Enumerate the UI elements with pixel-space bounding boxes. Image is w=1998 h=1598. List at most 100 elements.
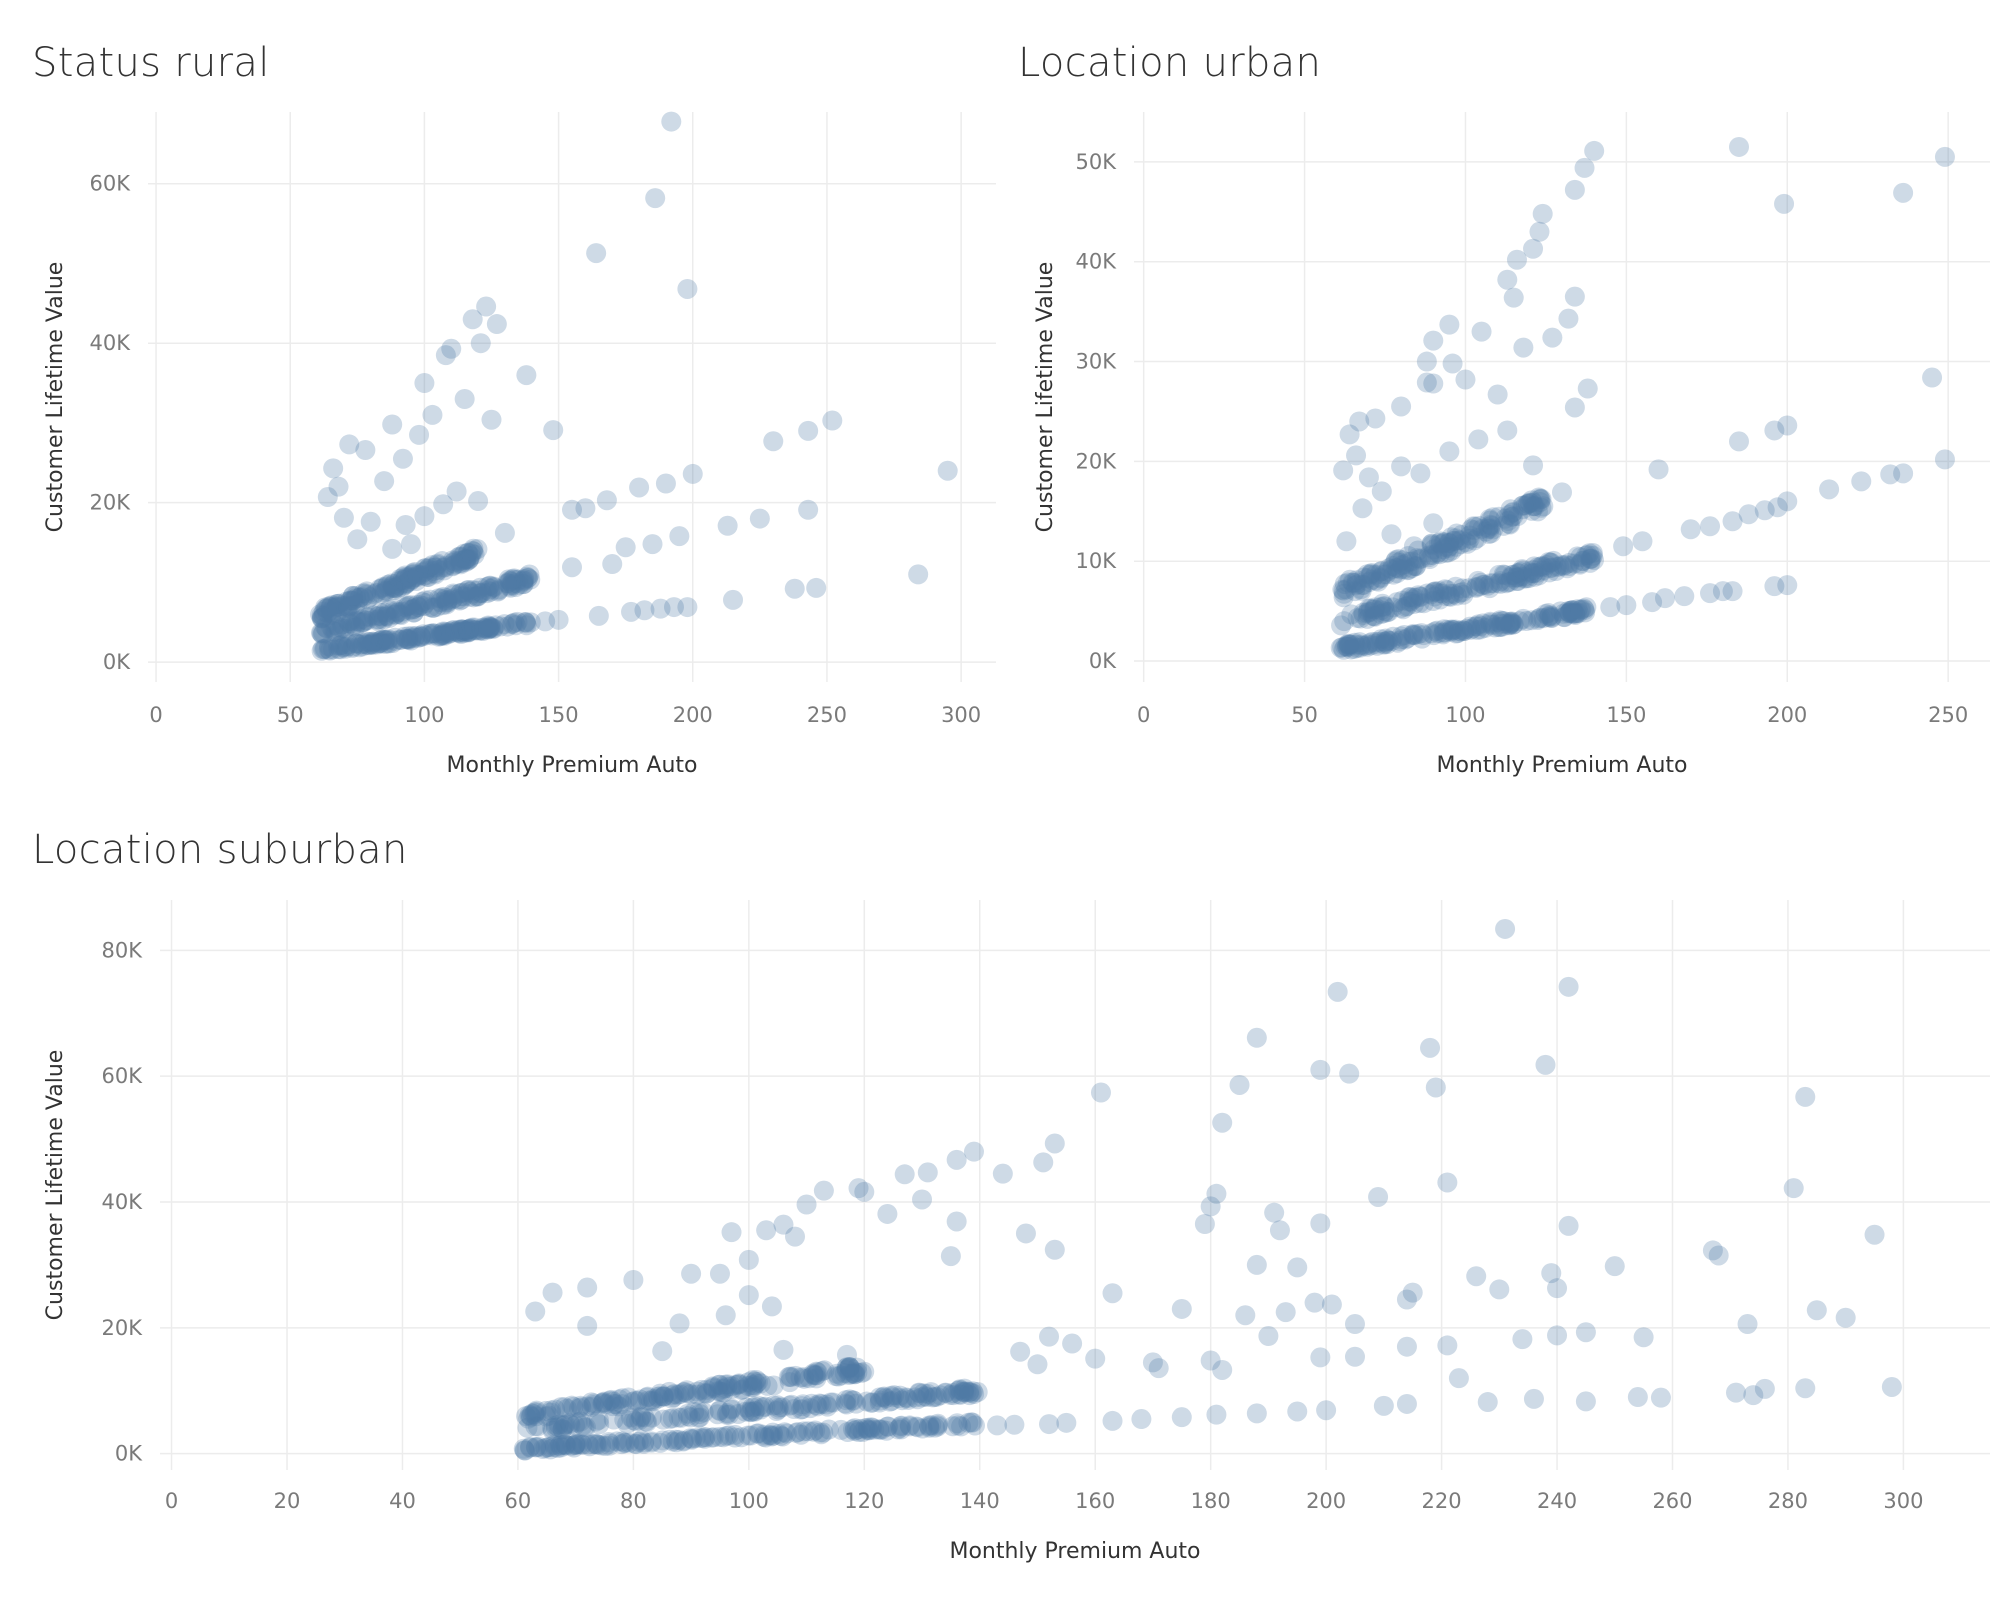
data-point [517,568,538,589]
data-point [375,629,396,650]
data-point [1440,586,1461,607]
data-point [549,1435,570,1456]
data-point [1503,564,1524,585]
data-point [958,1382,979,1403]
data-point [836,1359,857,1380]
data-point [1448,1368,1469,1389]
data-point [1484,617,1505,638]
data-point [1407,547,1428,568]
data-point [1460,619,1481,640]
data-point [1439,314,1460,335]
data-point [862,1392,883,1413]
data-point [950,1384,971,1405]
data-point [884,1385,905,1406]
data-point [327,593,348,614]
data-point [563,1437,584,1458]
data-point [635,1411,656,1432]
y-tick-label: 20K [1076,449,1118,473]
data-point [516,365,537,386]
data-point [946,1211,967,1232]
data-point [1455,369,1476,390]
data-point [1518,561,1539,582]
data-point [555,1434,576,1455]
data-point [1337,636,1358,657]
data-point [946,1149,967,1170]
data-point [848,1422,869,1443]
data-point [456,621,477,642]
data-point [809,1422,830,1443]
data-point [622,1392,643,1413]
data-point [839,1358,860,1379]
data-point [742,1370,763,1391]
data-point [329,635,350,656]
x-axis-label: Monthly Premium Auto [949,1539,1200,1564]
data-point [790,1399,811,1420]
data-point [376,580,397,601]
data-point [328,596,349,617]
data-point [773,1339,794,1360]
data-point [783,1399,804,1420]
data-point [823,1392,844,1413]
data-point [360,511,381,532]
data-point [1338,633,1359,654]
data-point [513,1438,534,1459]
data-point [1530,489,1551,510]
data-point [470,577,491,598]
data-point [1401,551,1422,572]
data-point [798,499,819,520]
data-point [1412,628,1433,649]
data-point [1922,367,1943,388]
data-point [337,596,358,617]
data-point [398,629,419,650]
data-point [1499,513,1520,534]
data-point [826,1363,847,1384]
data-point [502,569,523,590]
data-point [459,581,480,602]
data-point [1418,545,1439,566]
data-point [342,585,363,606]
data-point [349,587,370,608]
data-point [786,1422,807,1443]
data-point [843,1363,864,1384]
data-point [1524,556,1545,577]
data-point [381,573,402,594]
data-point [856,1391,877,1412]
data-point [382,632,403,653]
data-point [943,1385,964,1406]
data-point [311,607,332,628]
data-point [1489,1279,1510,1300]
data-point [919,1415,940,1436]
data-point [327,597,348,618]
data-point [535,1438,556,1459]
data-point [1532,203,1553,224]
data-point [953,1381,974,1402]
data-point [666,1432,687,1453]
data-point [474,618,495,639]
data-point [801,1393,822,1414]
data-point [369,578,390,599]
data-point [565,1435,586,1456]
data-point [637,1387,658,1408]
data-point [351,612,372,633]
data-point [1392,550,1413,571]
data-point [551,1437,572,1458]
data-point [825,1366,846,1387]
data-point [653,1386,674,1407]
data-point [1533,496,1554,517]
data-point [891,1419,912,1440]
data-point [499,570,520,591]
data-point [1581,548,1602,569]
data-point [626,1434,647,1455]
data-point [1508,563,1529,584]
data-point [1358,467,1379,488]
data-point [847,1362,868,1383]
data-point [453,586,474,607]
data-point [459,586,480,607]
data-point [1541,557,1562,578]
data-point [854,1181,875,1202]
data-point [1411,623,1432,644]
data-point [1472,613,1493,634]
data-point [536,1406,557,1427]
data-point [1378,630,1399,651]
data-point [1493,611,1514,632]
